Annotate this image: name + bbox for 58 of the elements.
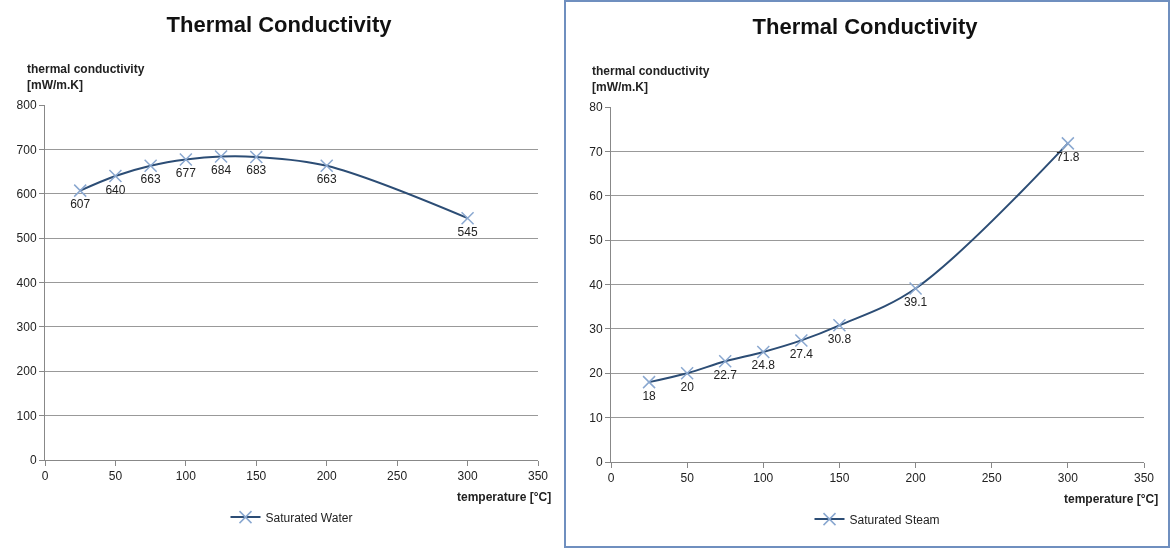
chart-title: Thermal Conductivity (752, 13, 979, 39)
data-label: 677 (175, 166, 197, 181)
x-axis-title: temperature [°C] (457, 490, 552, 504)
y-axis-title: thermal conductivity [mW/m.K] (592, 64, 710, 94)
data-label: 607 (70, 197, 91, 212)
data-label: 24.8 (751, 358, 776, 373)
y-tick-label: 70 (589, 144, 603, 159)
y-tick-label: 500 (16, 231, 37, 246)
legend-label: Saturated Steam (849, 512, 940, 527)
y-tick-label: 400 (16, 275, 37, 290)
y-tick-label: 80 (589, 100, 603, 115)
x-tick-label: 200 (316, 469, 338, 484)
x-tick-label: 150 (246, 469, 267, 484)
y-tick-label: 60 (589, 188, 603, 203)
y-tick-label: 30 (589, 322, 603, 337)
y-tick-label: 600 (16, 186, 37, 201)
y-axis-title: thermal conductivity [mW/m.K] (27, 62, 145, 92)
y-tick-label: 40 (589, 277, 603, 292)
data-label: 663 (316, 172, 338, 187)
y-tick-label: 300 (16, 320, 37, 335)
legend-label: Saturated Water (265, 510, 353, 525)
x-tick-label: 300 (457, 469, 478, 484)
data-label: 27.4 (789, 346, 814, 361)
y-tick-label: 800 (16, 98, 37, 113)
data-label: 18 (642, 388, 657, 403)
x-tick-label: 350 (1133, 471, 1155, 486)
y-tick-label: 20 (589, 366, 603, 381)
x-tick-label: 50 (680, 471, 695, 486)
data-label: 22.7 (713, 367, 738, 382)
data-label: 39.1 (903, 294, 928, 309)
x-tick-label: 100 (753, 471, 774, 486)
data-label: 30.8 (827, 331, 852, 346)
x-tick-label: 200 (905, 471, 926, 486)
x-tick-label: 250 (981, 471, 1003, 486)
x-tick-label: 0 (41, 469, 49, 484)
y-tick-label: 0 (29, 453, 37, 468)
x-tick-label: 250 (387, 469, 408, 484)
data-label: 71.8 (1056, 149, 1080, 164)
y-tick-label: 700 (16, 142, 37, 157)
data-label: 683 (246, 163, 267, 178)
x-tick-label: 50 (108, 469, 123, 484)
x-tick-label: 300 (1057, 471, 1079, 486)
x-tick-label: 350 (527, 469, 549, 484)
data-label: 545 (457, 224, 478, 239)
data-label: 684 (211, 162, 232, 177)
data-label: 640 (105, 182, 126, 197)
x-tick-label: 150 (829, 471, 850, 486)
chart-title: Thermal Conductivity (166, 11, 393, 37)
x-tick-label: 0 (607, 471, 615, 486)
y-tick-label: 50 (589, 233, 603, 248)
x-tick-label: 100 (175, 469, 197, 484)
y-tick-label: 200 (16, 364, 37, 379)
y-tick-label: 10 (589, 410, 603, 425)
y-tick-label: 100 (16, 408, 37, 423)
data-label: 663 (140, 172, 161, 187)
y-tick-label: 0 (595, 455, 603, 470)
x-axis-title: temperature [°C] (1064, 492, 1159, 506)
data-label: 20 (680, 379, 695, 394)
